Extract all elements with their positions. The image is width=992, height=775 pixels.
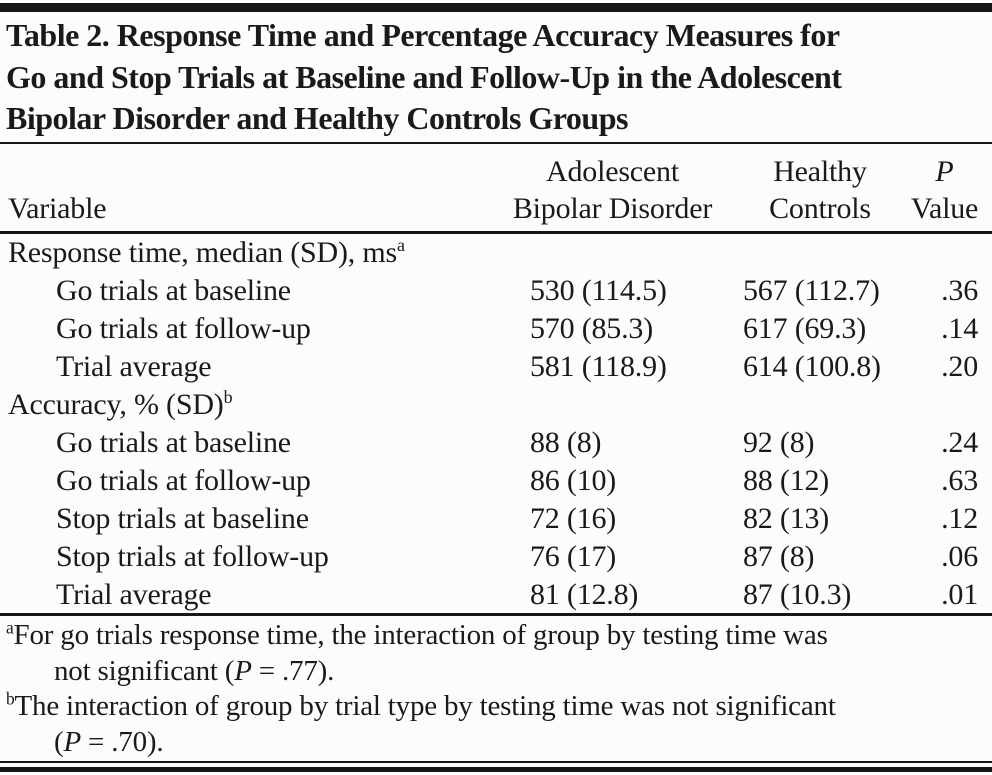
column-header-p-line1: P xyxy=(905,153,984,190)
controls-value: 82 (13) xyxy=(743,502,830,535)
bipolar-value: 570 (85.3) xyxy=(530,312,653,345)
column-header-p-line2: Value xyxy=(910,192,979,225)
table-footnotes: aFor go trials response time, the intera… xyxy=(6,618,986,760)
body-divider-rule xyxy=(0,613,992,616)
controls-value: 567 (112.7) xyxy=(743,274,880,307)
column-header-controls-group: Healthy Controls xyxy=(735,153,905,227)
column-header-controls-line1: Healthy xyxy=(773,155,867,188)
row-label: Go trials at baseline xyxy=(56,426,291,459)
section-header-accuracy: Accuracy, % (SD)b xyxy=(8,386,984,424)
table-title-line1: Table 2. Response Time and Percentage Ac… xyxy=(6,17,840,53)
column-header-p-value: P Value xyxy=(905,153,984,227)
bipolar-value: 530 (114.5) xyxy=(530,274,667,307)
controls-value: 87 (10.3) xyxy=(743,578,852,611)
p-value: .36 xyxy=(941,274,978,307)
table-row: Stop trials at baseline 72 (16) 82 (13) … xyxy=(8,500,984,538)
bipolar-value: 76 (17) xyxy=(530,540,617,573)
header-divider-rule xyxy=(0,231,992,234)
bipolar-value: 88 (8) xyxy=(530,426,602,459)
footnote-marker-b-ref: b xyxy=(223,387,233,407)
p-italic: P xyxy=(935,155,954,188)
bottom-rule xyxy=(0,767,992,772)
p-value: .20 xyxy=(941,350,978,383)
column-header-controls-line2: Controls xyxy=(769,192,871,225)
footnote-b-marker: b xyxy=(6,688,15,709)
row-label: Trial average xyxy=(56,578,212,611)
table-row: Stop trials at follow-up 76 (17) 87 (8) … xyxy=(8,538,984,576)
column-header-bipolar-line2: Bipolar Disorder xyxy=(512,192,713,225)
table-row: Go trials at follow-up 86 (10) 88 (12) .… xyxy=(8,462,984,500)
table-row: Go trials at baseline 88 (8) 92 (8) .24 xyxy=(8,424,984,462)
controls-value: 614 (100.8) xyxy=(743,350,881,383)
footnote-divider-rule xyxy=(0,761,992,763)
column-header-bipolar-line1: Adolescent xyxy=(546,155,679,188)
footnote-b: bThe interaction of group by trial type … xyxy=(6,689,986,760)
table-row: Go trials at follow-up 570 (85.3) 617 (6… xyxy=(8,310,984,348)
p-value: .12 xyxy=(941,502,978,535)
section-header-text: Response time, median (SD), ms xyxy=(8,236,397,269)
row-label: Stop trials at baseline xyxy=(56,502,309,535)
top-rule xyxy=(0,3,992,12)
p-value: .63 xyxy=(941,464,978,497)
bipolar-value: 86 (10) xyxy=(530,464,617,497)
controls-value: 617 (69.3) xyxy=(743,312,866,345)
p-value: .01 xyxy=(941,578,978,611)
column-header-variable: Variable xyxy=(8,192,107,225)
row-label: Trial average xyxy=(56,350,212,383)
p-value: .14 xyxy=(941,312,978,345)
column-header-bipolar-group: Adolescent Bipolar Disorder xyxy=(490,153,735,227)
title-divider-rule xyxy=(0,142,992,144)
row-label: Go trials at follow-up xyxy=(56,312,311,345)
table-header-row: Variable Adolescent Bipolar Disorder Hea… xyxy=(8,147,984,227)
footnote-a-line1: aFor go trials response time, the intera… xyxy=(6,617,828,651)
footnote-b-line1: bThe interaction of group by trial type … xyxy=(6,688,836,722)
section-header-row: Response time, median (SD), msa xyxy=(8,234,984,272)
table-row: Trial average 81 (12.8) 87 (10.3) .01 xyxy=(8,576,984,614)
section-header-text: Accuracy, % (SD) xyxy=(8,388,224,421)
table-title-line3: Bipolar Disorder and Healthy Controls Gr… xyxy=(6,100,628,136)
controls-value: 92 (8) xyxy=(743,426,815,459)
bipolar-value: 72 (16) xyxy=(530,502,617,535)
table-title-line2: Go and Stop Trials at Baseline and Follo… xyxy=(6,58,842,95)
bipolar-value: 581 (118.9) xyxy=(530,350,667,383)
p-italic: P xyxy=(234,654,252,687)
row-label: Go trials at baseline xyxy=(56,274,291,307)
p-value: .24 xyxy=(941,426,978,459)
section-header-response-time: Response time, median (SD), msa xyxy=(8,234,984,272)
footnote-b-line2: (P = .70). xyxy=(54,725,164,758)
table-row: Trial average 581 (118.9) 614 (100.8) .2… xyxy=(8,348,984,386)
footnote-a: aFor go trials response time, the intera… xyxy=(6,618,986,689)
p-italic: P xyxy=(63,725,81,758)
controls-value: 88 (12) xyxy=(743,464,830,497)
table-title: Table 2. Response Time and Percentage Ac… xyxy=(6,15,988,140)
footnote-a-line2: not significant (P = .77). xyxy=(54,654,335,687)
row-label: Go trials at follow-up xyxy=(56,464,311,497)
footnote-a-marker: a xyxy=(6,617,14,638)
table-row: Go trials at baseline 530 (114.5) 567 (1… xyxy=(8,272,984,310)
p-value: .06 xyxy=(941,540,978,573)
bipolar-value: 81 (12.8) xyxy=(530,578,639,611)
row-label: Stop trials at follow-up xyxy=(56,540,329,573)
section-header-row: Accuracy, % (SD)b xyxy=(8,386,984,424)
footnote-marker-a-ref: a xyxy=(396,235,405,255)
controls-value: 87 (8) xyxy=(743,540,815,573)
table-body: Response time, median (SD), msa Go trial… xyxy=(8,234,984,614)
